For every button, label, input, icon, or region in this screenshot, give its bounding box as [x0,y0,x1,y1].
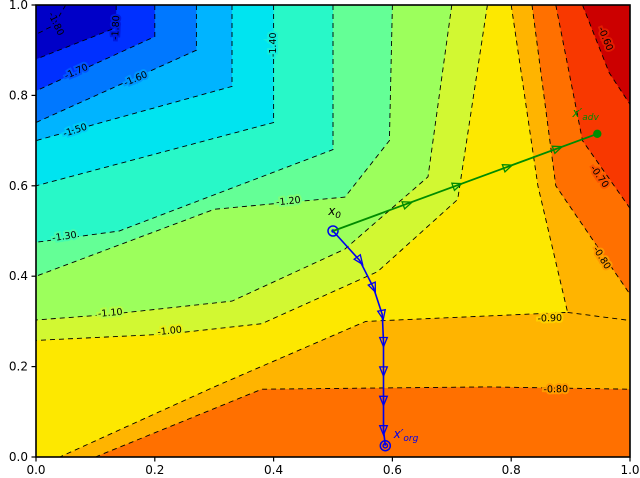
y-tick-label: 0.2 [9,360,28,374]
contour-line [555,5,630,209]
arrow-marker [378,366,389,378]
start-point-marker [327,225,339,237]
descent-path-to-x-org [332,230,387,446]
arrow-marker [401,201,414,211]
end-point-marker [593,129,602,138]
contour-line [95,386,630,457]
arrow-marker [367,281,377,294]
contour-label: -1.10 [96,305,125,322]
arrow-marker [378,336,389,349]
contour-line [36,5,453,321]
y-tick-label: 0.8 [9,88,28,102]
svg-text:-0.90: -0.90 [537,313,562,325]
contour-line [36,5,275,187]
y-tick-label: 0.6 [9,179,28,193]
y-tick-label: 0.0 [9,450,28,464]
x-tick-label: 0.0 [26,463,45,477]
contour-band [582,5,630,105]
contour-label: -1.00 [155,323,185,341]
contour-line [582,5,630,105]
contour-line [531,5,630,295]
svg-text:-0.80: -0.80 [543,384,568,395]
arrow-marker [501,163,514,173]
arrow-marker [352,253,364,266]
x-tick-label: 0.2 [145,463,164,477]
contour-label: -1.40 [266,31,281,60]
contour-band [95,386,630,457]
arrow-marker [378,395,389,408]
x-tick-label: 0.4 [264,463,283,477]
contour-line [36,5,393,277]
arrow-marker [376,308,387,322]
contour-line [567,311,630,321]
end-point-marker [379,439,392,452]
y-tick-label: 0.4 [9,269,28,283]
contour-line [36,5,488,341]
contour-label: -1.20 [274,193,304,211]
x-tick-label: 1.0 [620,463,639,477]
svg-text:-1.20: -1.20 [276,195,302,209]
svg-text:-1.10: -1.10 [98,307,123,320]
contour-line [36,5,117,60]
contour-label: -1.80 [108,13,124,42]
contour-line [36,5,156,92]
contour-band [36,5,117,60]
svg-text:-1.80: -1.80 [110,15,122,40]
arrow-marker [450,182,464,192]
contour-line [36,5,334,243]
axes-frame [35,4,631,458]
arrow-marker [551,145,564,155]
contour-label: -0.90 [535,311,564,327]
y-tick-label: 1.0 [9,0,28,12]
svg-text:-1.00: -1.00 [157,325,183,339]
contour-line [36,5,67,35]
arrow-marker [378,425,389,437]
contour-line [36,5,233,142]
contour-line [36,5,197,123]
svg-text:-1.40: -1.40 [268,33,279,58]
x-tick-label: 0.6 [383,463,402,477]
x-tick-label: 0.8 [502,463,521,477]
contour-label: -0.80 [541,382,570,397]
